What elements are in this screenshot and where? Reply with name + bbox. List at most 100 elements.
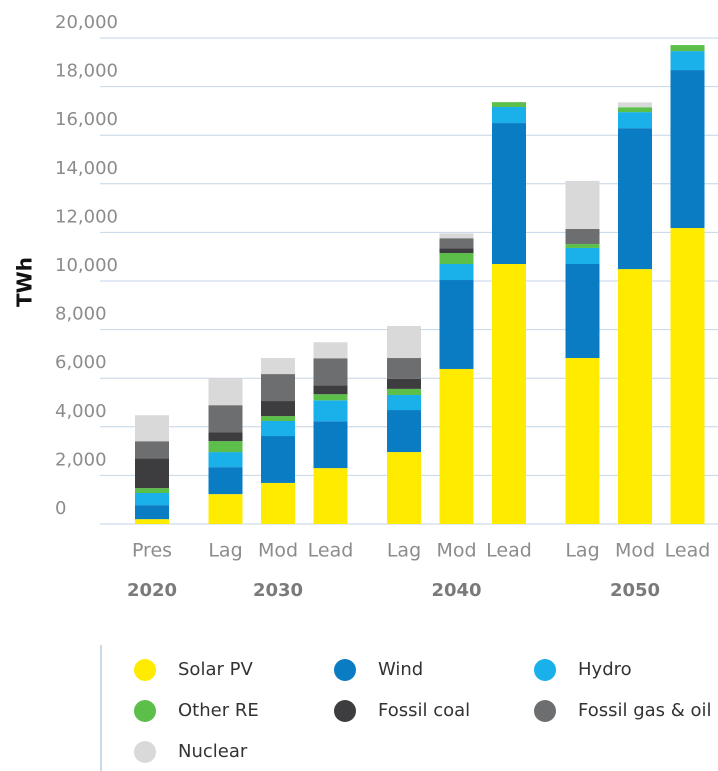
legend-label: Fossil gas & oil — [578, 700, 712, 721]
y-tick-label: 12,000 — [55, 206, 118, 227]
group-label: 2030 — [253, 580, 303, 601]
bar-segment — [565, 358, 600, 524]
bar-segment — [670, 51, 705, 71]
group-label: 2050 — [610, 580, 660, 601]
bar-segment — [439, 238, 474, 249]
y-tick-label: 2,000 — [55, 449, 107, 470]
bar-segment — [261, 420, 295, 437]
x-tick-label: Lag — [387, 540, 421, 562]
bar-segment — [670, 228, 705, 524]
y-tick-label: 6,000 — [55, 352, 107, 373]
bar-segment — [313, 400, 348, 422]
bar-segment — [565, 263, 600, 359]
bar-segment — [387, 410, 421, 453]
y-tick-label: 20,000 — [55, 12, 118, 33]
y-tick-label: 10,000 — [55, 255, 118, 276]
bar-segment — [135, 492, 169, 506]
y-tick-label: 8,000 — [55, 304, 107, 325]
legend-label: Solar PV — [178, 659, 253, 680]
bar-segment — [261, 358, 295, 375]
bar-segment — [565, 247, 600, 264]
bar-segment — [208, 378, 243, 406]
x-tick-label: Lead — [308, 540, 354, 562]
bar-segment — [135, 488, 169, 493]
x-tick-label: Mod — [436, 540, 476, 562]
bar-segment — [261, 482, 295, 524]
bar-segment — [261, 416, 295, 421]
bar-segment — [492, 123, 526, 264]
bar-segment — [618, 128, 652, 270]
bar-segment — [313, 394, 348, 401]
bar-segment — [618, 269, 652, 524]
bar-segment — [261, 436, 295, 483]
bar-segment — [492, 263, 526, 524]
y-tick-label: 16,000 — [55, 109, 118, 130]
bar-segment — [387, 452, 421, 524]
bar-segment — [439, 233, 474, 239]
bar-segment — [387, 394, 421, 411]
bar-segment — [313, 358, 348, 386]
legend-marker — [334, 700, 356, 722]
bar-segment — [387, 388, 421, 395]
group-label: 2040 — [431, 580, 481, 601]
bar-segment — [208, 467, 243, 495]
bar-segment — [565, 180, 600, 229]
x-tick-label: Mod — [258, 540, 298, 562]
legend-marker — [534, 700, 556, 722]
bar-segment — [135, 441, 169, 459]
y-tick-label: 0 — [55, 498, 66, 519]
y-tick-label: 14,000 — [55, 158, 118, 179]
legend-marker — [134, 659, 156, 681]
bar-segment — [135, 458, 169, 489]
legend-label: Hydro — [578, 659, 632, 680]
bar-segment — [313, 342, 348, 359]
bar-segment — [618, 102, 652, 108]
bar-segment — [313, 385, 348, 395]
bar-segment — [565, 244, 600, 248]
bar-segment — [492, 107, 526, 124]
bar-segment — [439, 248, 474, 254]
bar-segment — [135, 505, 169, 520]
x-tick-label: Lag — [565, 540, 599, 562]
bar-segment — [313, 468, 348, 524]
legend-label: Other RE — [178, 700, 259, 721]
bar-segment — [670, 70, 705, 229]
bar-segment — [439, 253, 474, 264]
legend-marker — [134, 741, 156, 763]
bar-segment — [492, 102, 526, 108]
y-tick-label: 4,000 — [55, 401, 107, 422]
legend-marker — [134, 700, 156, 722]
bar-segment — [387, 358, 421, 379]
bar-segment — [208, 405, 243, 433]
bar-segment — [261, 401, 295, 417]
bar-segment — [439, 280, 474, 369]
legend-label: Fossil coal — [378, 700, 470, 721]
bar-segment — [439, 263, 474, 281]
x-tick-label: Mod — [615, 540, 655, 562]
legend-marker — [334, 659, 356, 681]
bar-segment — [135, 415, 169, 442]
legend-label: Nuclear — [178, 741, 248, 762]
x-tick-label: Lead — [665, 540, 711, 562]
bar-segment — [670, 45, 705, 52]
y-axis-title: TWh — [13, 257, 37, 307]
bar-segment — [439, 368, 474, 524]
bar-segment — [208, 452, 243, 468]
bar-segment — [208, 494, 243, 524]
y-tick-label: 18,000 — [55, 61, 118, 82]
bar-segment — [387, 378, 421, 389]
bar-segment — [565, 228, 600, 245]
legend-marker — [534, 659, 556, 681]
bar-segment — [313, 421, 348, 469]
x-tick-label: Lag — [208, 540, 242, 562]
bar-segment — [387, 325, 421, 359]
bar-segment — [135, 519, 169, 524]
bar-segment — [208, 432, 243, 442]
x-tick-label: Pres — [132, 540, 172, 562]
bar-segment — [618, 107, 652, 113]
bar-segment — [208, 441, 243, 453]
bar-segment — [261, 374, 295, 402]
bar-segment — [618, 112, 652, 129]
group-label: 2020 — [127, 580, 177, 601]
